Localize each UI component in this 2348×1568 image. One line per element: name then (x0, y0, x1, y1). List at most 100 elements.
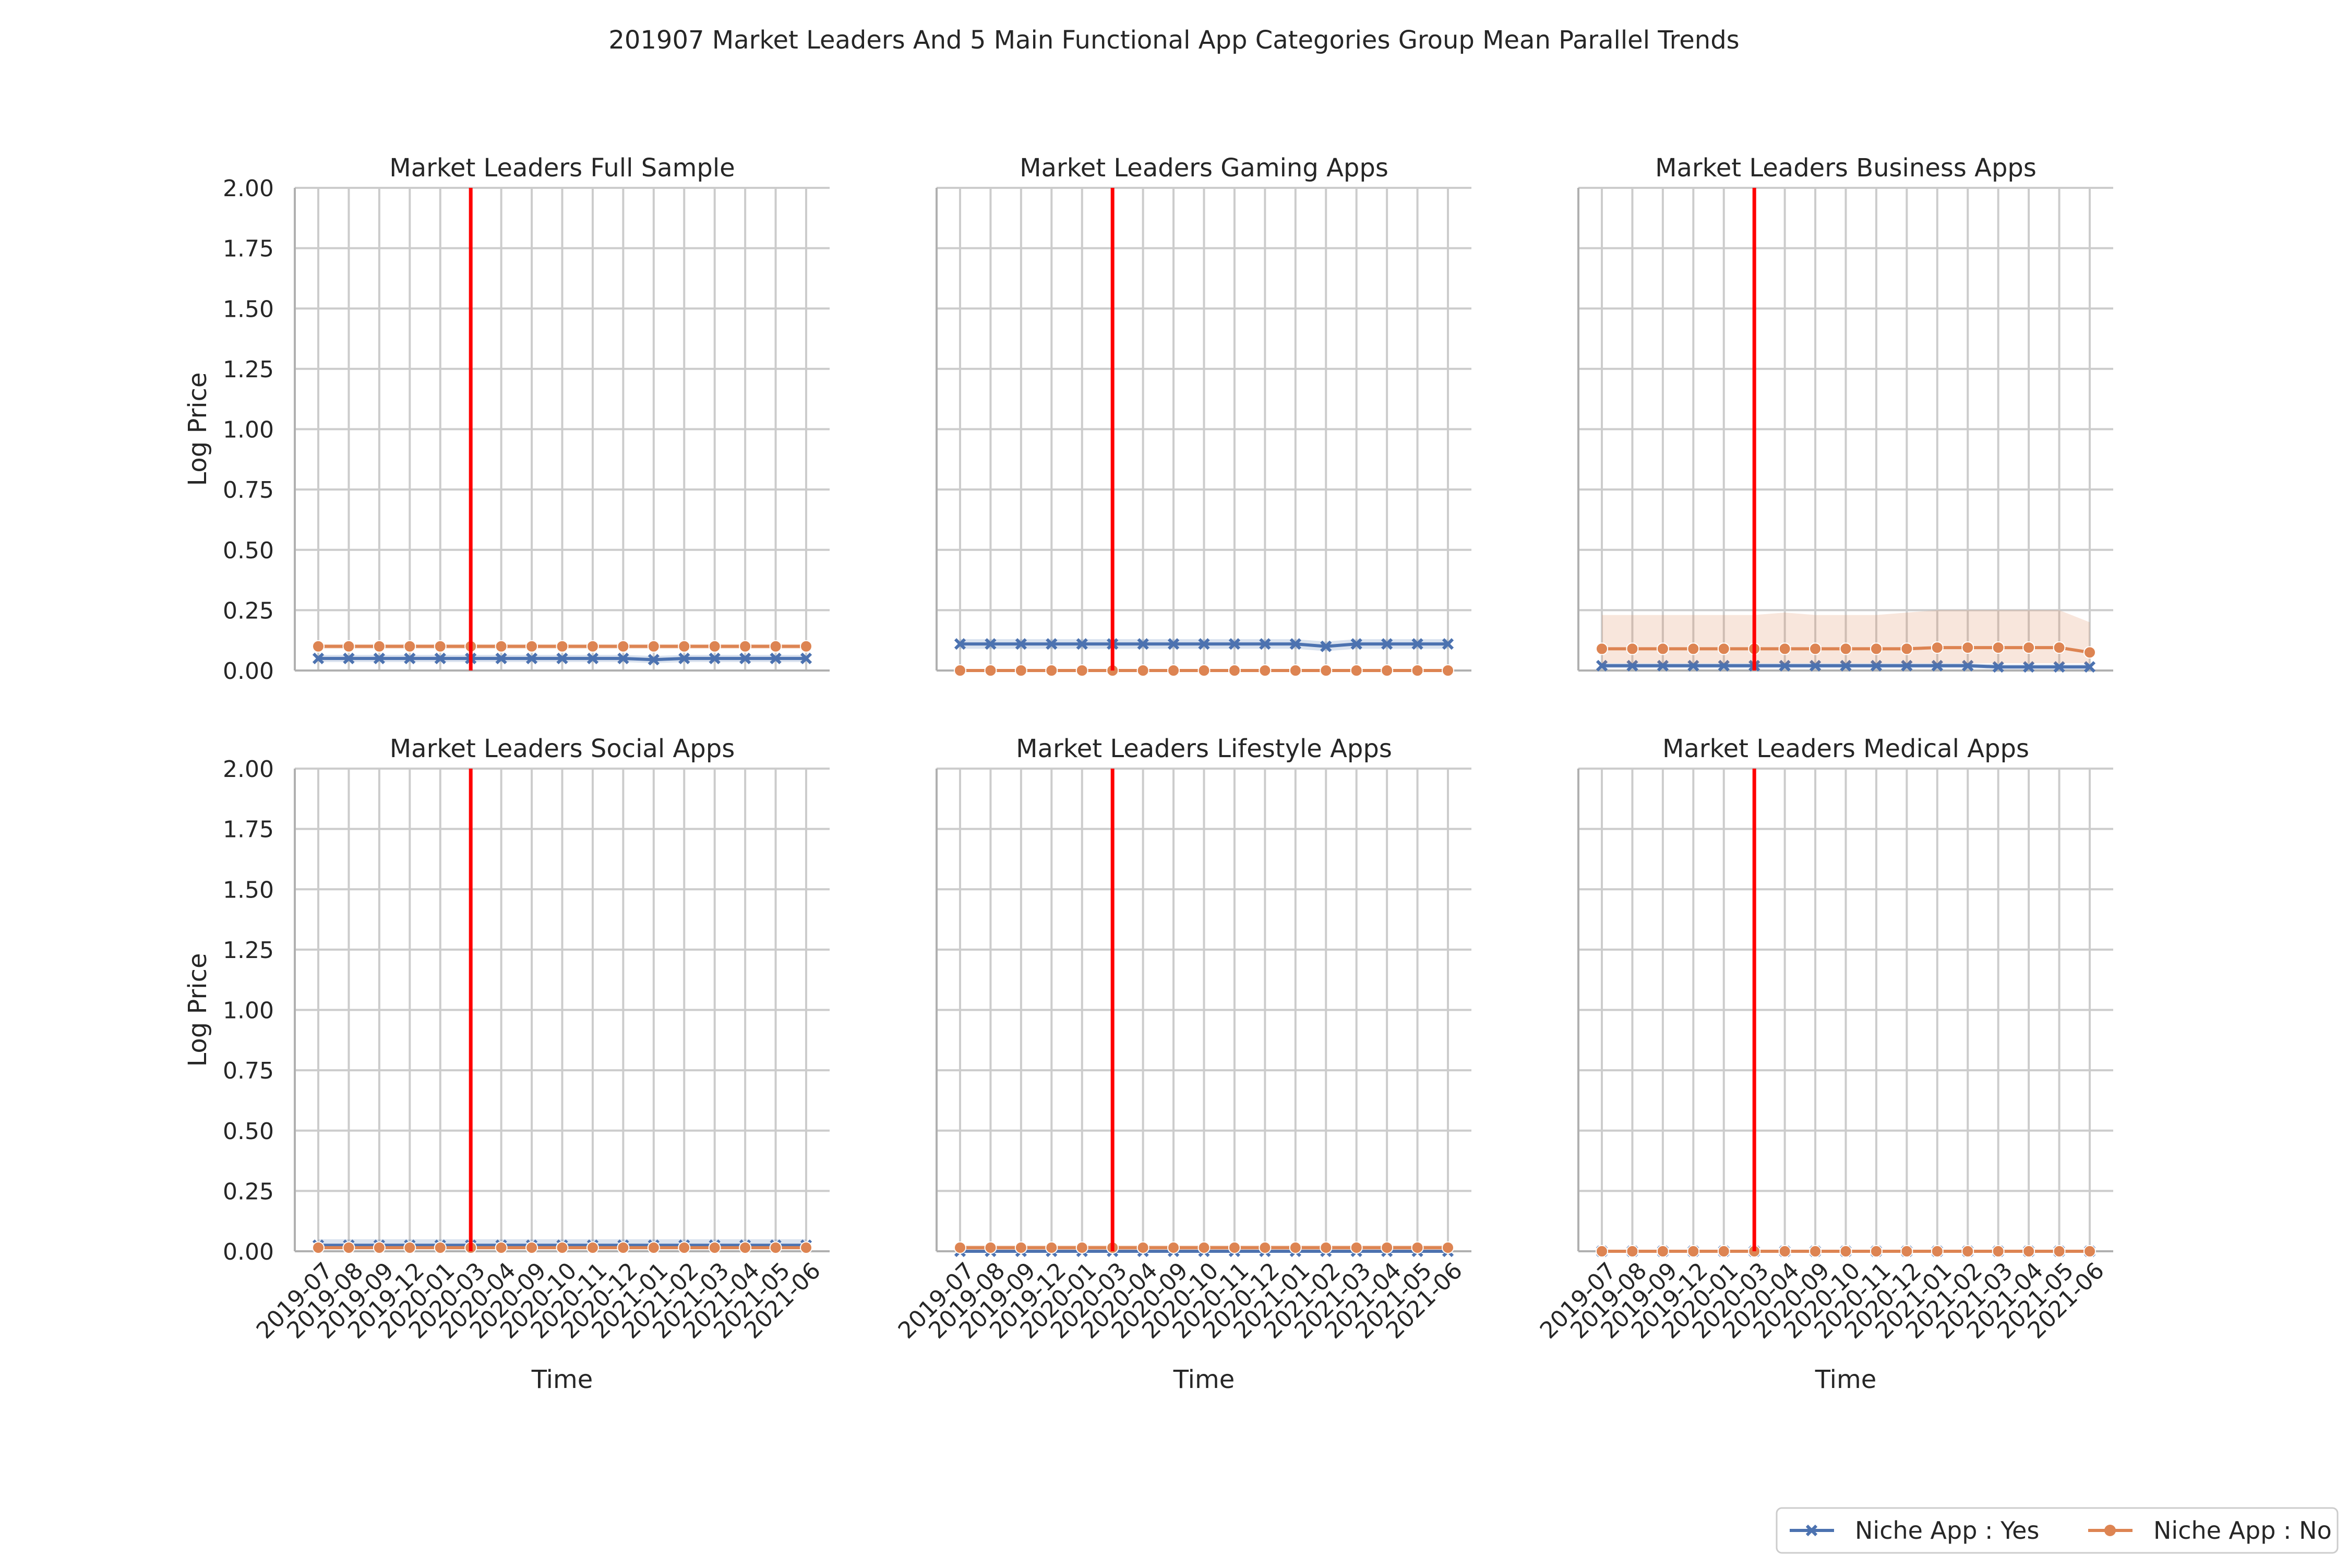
series (312, 1241, 812, 1254)
data-point (1381, 1241, 1394, 1254)
y-tick-label: 1.75 (223, 817, 274, 843)
panels: Market Leaders Full Sample 0.00 0.25 0.50 0.… (183, 153, 2113, 1394)
data-point (617, 640, 630, 653)
y-tick-label: 1.50 (223, 296, 274, 322)
data-point (525, 1241, 538, 1254)
data-point (1778, 642, 1791, 655)
data-point (739, 1241, 752, 1254)
data-point (1045, 1241, 1058, 1254)
data-point (495, 652, 507, 664)
data-point (984, 664, 997, 677)
data-point (1657, 660, 1669, 672)
data-point (556, 640, 569, 653)
y-tick-label: 0.25 (223, 597, 274, 624)
data-point (648, 654, 660, 666)
data-point (1962, 660, 1974, 672)
data-point (1992, 661, 2004, 673)
data-point (495, 1241, 508, 1254)
y-axis-label: Log Price (183, 372, 212, 486)
data-point (678, 640, 691, 653)
data-point (1931, 660, 1943, 672)
data-point (1870, 1245, 1883, 1258)
data-point (1596, 642, 1608, 655)
data-point (312, 1241, 325, 1254)
data-point (1656, 642, 1669, 655)
series (954, 1241, 1454, 1254)
data-point (2023, 661, 2035, 673)
y-tick-label: 0.75 (223, 477, 274, 504)
grid (1578, 768, 2113, 1252)
data-point (1289, 638, 1301, 650)
y-tick-label: 1.25 (223, 356, 274, 383)
data-point (1289, 664, 1302, 677)
data-point (1198, 638, 1210, 650)
data-point (1014, 1241, 1027, 1254)
data-point (1809, 660, 1822, 672)
legend-entry: Niche App : No (2088, 1516, 2332, 1545)
data-point (800, 652, 812, 664)
data-point (954, 1241, 966, 1254)
panel-title: Market Leaders Medical Apps (1662, 734, 2029, 763)
x-axis-label: Time (1173, 1365, 1235, 1394)
data-point (1961, 1245, 1974, 1258)
y-tick-label: 0.00 (223, 1239, 274, 1265)
data-point (342, 640, 355, 653)
panel-title: Market Leaders Gaming Apps (1020, 153, 1388, 183)
data-point (769, 640, 782, 653)
panel-title: Market Leaders Lifestyle Apps (1016, 734, 1392, 763)
data-point (739, 652, 751, 664)
data-point (1717, 1245, 1730, 1258)
data-point (1411, 664, 1424, 677)
data-point (1136, 664, 1149, 677)
data-point (678, 652, 690, 664)
legend-label: Niche App : Yes (1855, 1516, 2039, 1545)
y-tick-label: 2.00 (223, 756, 274, 783)
data-point (678, 1241, 691, 1254)
data-point (1656, 1245, 1669, 1258)
data-point (1992, 641, 2005, 654)
data-point (586, 652, 599, 664)
data-point (342, 1241, 355, 1254)
figure-title: 201907 Market Leaders And 5 Main Functio… (608, 26, 1739, 55)
data-point (556, 1241, 569, 1254)
data-point (525, 652, 538, 664)
data-point (617, 652, 629, 664)
legend: Niche App : Yes Niche App : No (1776, 1507, 2339, 1554)
data-point (1259, 664, 1272, 677)
data-point (1167, 638, 1180, 650)
data-point (617, 1241, 630, 1254)
series (1596, 610, 2096, 664)
panel: Market Leaders Social Apps 0.00 0.25 0.50 0.… (183, 734, 830, 1394)
x-axis-label: Time (1815, 1365, 1876, 1394)
y-tick-label: 1.50 (223, 877, 274, 903)
data-point (2083, 1245, 2096, 1258)
data-point (1900, 1245, 1913, 1258)
data-point (1839, 1245, 1852, 1258)
data-point (1046, 638, 1058, 650)
data-point (800, 640, 812, 653)
data-point (1901, 660, 1913, 672)
data-point (1411, 638, 1423, 650)
data-point (434, 1241, 447, 1254)
data-point (1350, 638, 1362, 650)
data-point (1381, 638, 1393, 650)
data-point (586, 640, 599, 653)
panel: Market Leaders Gaming Apps (936, 153, 1471, 677)
data-point (1045, 664, 1058, 677)
y-tick-label: 1.25 (223, 937, 274, 964)
series-confidence-band (1602, 610, 2090, 664)
panel-title: Market Leaders Full Sample (389, 153, 735, 183)
data-point (373, 1241, 386, 1254)
data-point (1167, 1241, 1180, 1254)
data-point (1839, 642, 1852, 655)
data-point (1687, 1245, 1700, 1258)
data-point (2053, 641, 2066, 654)
data-point (1931, 641, 1944, 654)
data-point (1076, 638, 1088, 650)
data-point (1259, 1241, 1272, 1254)
data-point (312, 652, 325, 664)
panel-title: Market Leaders Social Apps (390, 734, 735, 763)
data-point (2083, 646, 2096, 659)
